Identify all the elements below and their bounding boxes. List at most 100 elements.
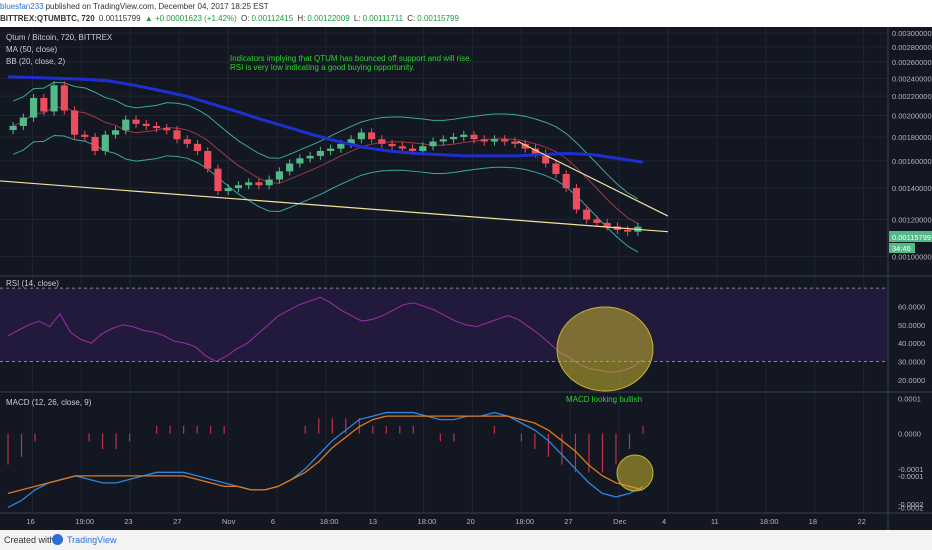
candle-body (470, 134, 478, 140)
resistance-trendline[interactable] (517, 140, 669, 217)
candle-body (234, 185, 243, 189)
candle-body (501, 139, 509, 142)
candle-body (583, 209, 591, 220)
candle-body (132, 119, 140, 124)
candle-body (111, 130, 120, 135)
tradingview-logo-icon (52, 534, 63, 545)
high-value: 0.00122009 (307, 14, 350, 23)
macd-tick-label: 0.0001 (898, 395, 921, 404)
time-tick-label: 22 (858, 517, 866, 526)
candle-body (521, 143, 529, 149)
ma-legend: MA (50, close) (6, 45, 57, 54)
last-price-tag-bg (889, 231, 932, 242)
candle-body (531, 148, 540, 154)
rsi-tick-label: 50.0000 (898, 321, 925, 330)
macd-note[interactable]: MACD looking bullish (566, 395, 642, 404)
time-tick-label: 18:00 (515, 517, 534, 526)
candle-body (9, 125, 17, 131)
time-tick-label: 27 (173, 517, 181, 526)
candle-body (419, 146, 427, 151)
bb-legend: BB (20, close, 2) (6, 57, 65, 66)
time-tick-label: 19:00 (75, 517, 94, 526)
candle-body (327, 148, 335, 151)
candle-body (286, 163, 294, 172)
macd-legend: MACD (12, 26, close, 9) (6, 398, 92, 407)
low-value: 0.00111711 (362, 14, 404, 23)
candle-body (603, 222, 611, 227)
candle-body (624, 229, 632, 232)
rsi-tick-label: 40.0000 (898, 339, 925, 348)
candle-body (40, 97, 48, 112)
candle-body (542, 153, 550, 164)
candle-body (368, 132, 376, 140)
candle-body (316, 150, 324, 156)
time-tick-label: 4 (662, 517, 666, 526)
rsi-band-fill (0, 288, 888, 362)
open-label: O: (241, 14, 250, 23)
low-label: L: (353, 14, 361, 23)
candle-body (91, 136, 99, 151)
price-tick-label: 0.00120000 (892, 215, 932, 224)
last-price: 0.00115799 (98, 14, 141, 23)
time-tick-label: 13 (369, 517, 377, 526)
publish-text: published on TradingView.com, December 0… (45, 2, 269, 11)
time-tick-label: 18 (809, 517, 817, 526)
macd-line (7, 411, 644, 509)
candle-body (101, 134, 109, 151)
candle-body (204, 150, 212, 169)
macd-tick-label: -0.0001 (898, 465, 923, 474)
price-tick-label: 0.00260000 (892, 58, 932, 67)
time-tick-label: 6 (271, 517, 275, 526)
candle-body (50, 85, 58, 112)
rsi-legend: RSI (14, close) (6, 279, 59, 288)
bb-lower-band (12, 134, 639, 253)
tradingview-brand[interactable]: TradingView (67, 535, 117, 545)
chart-background (0, 27, 932, 530)
high-label: H: (297, 14, 306, 23)
macd-tick-label: -0.0001 (898, 472, 923, 481)
last-price-tag: 0.00115799 (892, 233, 931, 242)
symbol-label: BITTREX:QTUMBTC, 720 (0, 14, 95, 23)
price-tick-label: 0.00140000 (892, 184, 932, 193)
candle-body (214, 168, 222, 192)
time-tick-label: 20 (466, 517, 474, 526)
price-tick-label: 0.00300000 (892, 29, 932, 38)
publish-line: bluesfan233 published on TradingView.com,… (0, 2, 932, 11)
candle-body (173, 130, 181, 140)
candle-body (70, 110, 79, 135)
close-value: 0.00115799 (417, 14, 459, 23)
time-tick-label: 18:00 (418, 517, 437, 526)
price-tick-label: 0.00240000 (892, 74, 932, 83)
rsi-tick-label: 30.0000 (898, 358, 925, 367)
candle-body (378, 139, 386, 144)
candle-body (152, 125, 161, 129)
time-tick-label: 11 (711, 517, 719, 526)
rsi-tick-label: 20.0000 (898, 376, 925, 385)
time-tick-label: 16 (26, 517, 34, 526)
chart-area[interactable]: Qtum / Bitcoin, 720, BITTREX MA (50, clo… (0, 27, 932, 530)
price-tick-label: 0.00180000 (892, 133, 932, 142)
candle-body (449, 136, 458, 140)
candle-body (388, 143, 396, 147)
candle-body (439, 139, 447, 142)
candle-body (490, 139, 499, 142)
candle-body (265, 179, 273, 186)
candle-body (347, 139, 355, 144)
ma-50-line (7, 75, 644, 164)
close-label: C: (407, 14, 416, 23)
candle-body (480, 139, 488, 142)
macd-highlight-ellipse (616, 454, 654, 492)
support-trendline[interactable] (0, 180, 669, 233)
countdown-tag-bg (889, 243, 915, 253)
author-link[interactable]: bluesfan233 (0, 2, 44, 11)
time-tick-label: 27 (564, 517, 572, 526)
time-tick-label: 18:00 (760, 517, 779, 526)
annotation-line-1[interactable]: Indicators implying that QTUM has bounce… (230, 54, 472, 63)
rsi-highlight-ellipse (556, 306, 654, 392)
candle-body (193, 143, 202, 151)
candle-body (275, 171, 283, 180)
bb-middle-band (12, 106, 639, 225)
annotation-line-2[interactable]: RSI is very low indicating a good buying… (230, 63, 415, 72)
candle-body (245, 182, 253, 186)
